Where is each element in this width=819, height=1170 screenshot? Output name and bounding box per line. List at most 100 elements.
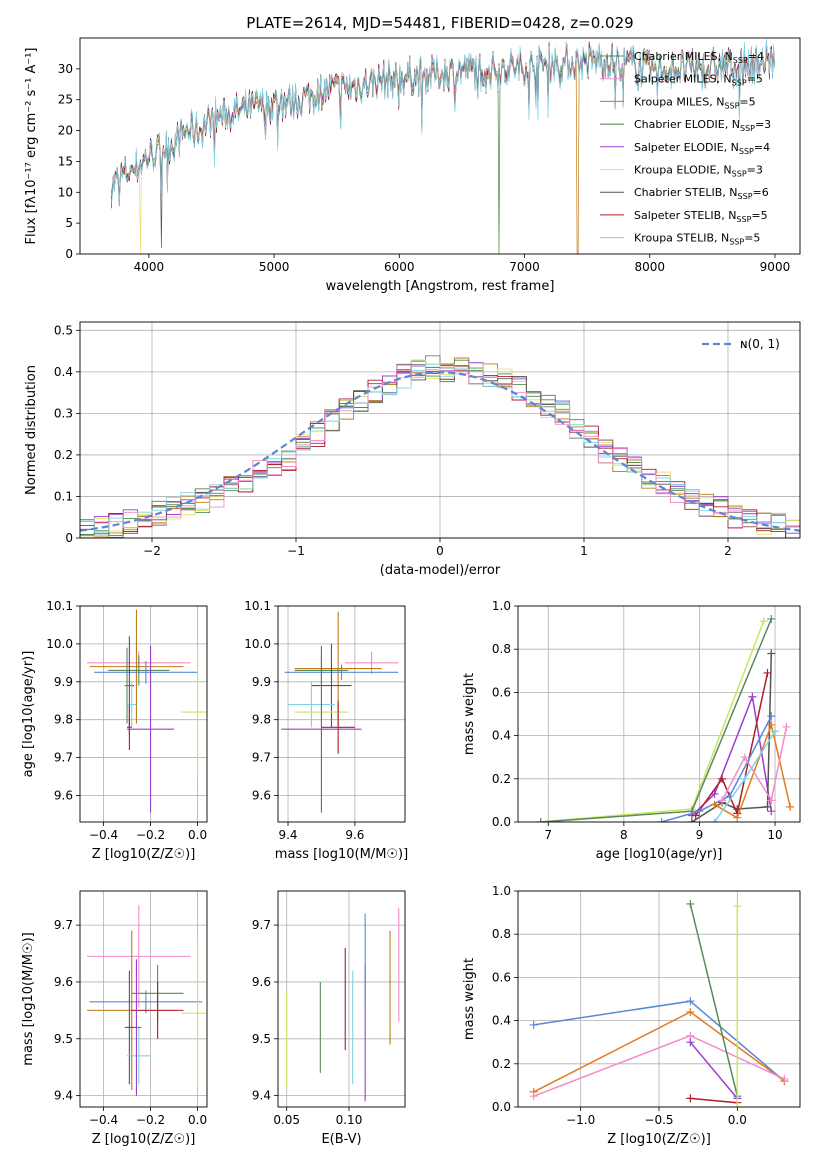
y-axis-label: age [log10(age/yr)] <box>21 651 36 778</box>
chart-panel-5: −0.4 −0.2 0.0 9.4 9.5 9.6 9.7 Z [log10(Z/Z☉)] ma… <box>21 890 208 1147</box>
plot-area <box>87 905 207 1096</box>
legend-entry: Kroupa STELIB, NSSP=5 <box>634 232 760 247</box>
y-tick-label: 9.6 <box>252 975 271 989</box>
weight-series-7 <box>721 726 788 803</box>
y-tick-label: 0.0 <box>492 1100 511 1114</box>
x-tick-label: 0.05 <box>273 1113 300 1127</box>
x-tick-label: 8 <box>620 828 628 842</box>
weight-marker <box>748 692 757 701</box>
legend-entry: Salpeter STELIB, NSSP=5 <box>634 209 768 224</box>
chart-panel-0: 4000 5000 6000 7000 8000 9000 0 5 10 15 20 25 30 wave… <box>24 37 801 294</box>
x-axis-label: Z [log10(Z/Z☉)] <box>92 1132 196 1147</box>
legend-entry: Kroupa ELODIE, NSSP=3 <box>634 164 763 179</box>
plot-area <box>110 39 775 254</box>
x-tick-label: −0.2 <box>136 828 165 842</box>
y-tick-label: 20 <box>58 124 73 138</box>
x-tick-label: 7 <box>544 828 552 842</box>
legend-entry: Chabrier MILES, NSSP=4 <box>634 50 764 65</box>
axes-frame <box>277 890 406 1108</box>
y-tick-label: 0.6 <box>492 685 511 699</box>
legend-entry: Chabrier ELODIE, NSSP=3 <box>634 118 771 133</box>
y-tick-label: 10.1 <box>46 599 73 613</box>
y-tick-label: 0.4 <box>54 365 73 379</box>
y-tick-label: 9.5 <box>54 1032 73 1046</box>
x-axis-label: (data-model)/error <box>380 563 501 578</box>
x-tick-label: −2 <box>143 544 161 558</box>
weight-marker <box>686 1007 695 1016</box>
y-tick-label: 0 <box>65 247 73 261</box>
y-tick-label: 0.4 <box>492 1014 511 1028</box>
chart-panel-6: 0.05 0.10 9.4 9.5 9.6 9.7 E(B-V) <box>252 890 406 1147</box>
axes-frame <box>79 321 801 539</box>
x-tick-label: −1 <box>287 544 305 558</box>
y-axis-label: mass [log10(M/M☉)] <box>21 932 36 1065</box>
x-tick-label: 2 <box>724 544 732 558</box>
weight-marker <box>695 807 704 816</box>
weight-marker <box>718 796 727 805</box>
y-axis-label: mass weight <box>462 958 477 1040</box>
weight-series-4 <box>689 1041 738 1099</box>
weight-marker <box>687 818 696 822</box>
y-tick-label: 9.6 <box>252 788 271 802</box>
x-tick-label: 0.0 <box>188 1113 207 1127</box>
x-axis-label: E(B-V) <box>321 1132 361 1147</box>
x-tick-label: 9.6 <box>345 828 364 842</box>
y-tick-label: 9.4 <box>252 1089 271 1103</box>
chart-panel-7: −1.0 −0.5 0.0 0.0 0.2 0.4 0.6 0.8 1.0 Z [log10(Z/… <box>462 884 801 1147</box>
y-tick-label: 10.0 <box>46 637 73 651</box>
y-tick-label: 9.7 <box>252 918 271 932</box>
y-tick-label: 10 <box>58 185 73 199</box>
weight-marker <box>710 818 719 822</box>
y-tick-label: 0.8 <box>492 642 511 656</box>
y-tick-label: 10.1 <box>244 599 271 613</box>
x-tick-label: 0.0 <box>728 1113 747 1127</box>
weight-marker <box>763 668 772 677</box>
legend-entry: Kroupa MILES, NSSP=5 <box>634 95 756 110</box>
plot-area <box>80 355 800 538</box>
x-axis-label: wavelength [Angstrom, rest frame] <box>326 279 555 294</box>
plot-area <box>286 908 400 1102</box>
x-tick-label: −0.2 <box>136 1113 165 1127</box>
y-tick-label: 0.1 <box>54 489 73 503</box>
plot-area <box>281 611 399 813</box>
x-tick-label: 0.0 <box>188 828 207 842</box>
weight-marker <box>767 796 776 805</box>
legend-entry: Salpeter ELODIE, NSSP=4 <box>634 141 770 156</box>
weight-marker <box>767 720 776 729</box>
weight-marker <box>686 1038 695 1047</box>
x-tick-label: 4000 <box>134 260 165 274</box>
y-axis-label: mass weight <box>462 673 477 755</box>
weight-marker <box>759 617 768 626</box>
axes-frame <box>79 37 801 255</box>
x-tick-label: 5000 <box>259 260 290 274</box>
chart-panel-1: −2 −1 0 1 2 0 0.1 0.2 0.3 0.4 0.5 (data-model)/erro… <box>24 321 801 578</box>
weight-marker <box>767 649 776 658</box>
x-tick-label: 8000 <box>634 260 665 274</box>
weight-series-3 <box>689 903 739 1097</box>
x-tick-label: −1.0 <box>566 1113 595 1127</box>
plot-area <box>87 609 207 813</box>
weight-marker <box>782 722 791 731</box>
spectrum-series-8 <box>110 39 775 206</box>
y-tick-label: 9.8 <box>54 713 73 727</box>
axes-frame <box>517 605 801 823</box>
figure-title: PLATE=2614, MJD=54481, FIBERID=0428, z=0… <box>246 14 633 32</box>
weight-marker <box>529 1020 538 1029</box>
y-tick-label: 9.7 <box>54 751 73 765</box>
plot-area <box>536 614 795 822</box>
weight-marker <box>733 1103 742 1107</box>
y-tick-label: 9.5 <box>252 1032 271 1046</box>
weight-marker <box>686 899 695 908</box>
x-tick-label: 1 <box>580 544 588 558</box>
y-tick-label: 10.0 <box>244 637 271 651</box>
y-tick-label: 30 <box>58 62 73 76</box>
weight-marker <box>686 997 695 1006</box>
legend: Chabrier MILES, NSSP=4 Salpeter MILES, NS… <box>600 50 771 247</box>
y-tick-label: 9.7 <box>252 751 271 765</box>
weight-marker <box>529 1092 538 1101</box>
weight-marker <box>536 818 545 822</box>
weight-marker <box>710 800 719 809</box>
weight-marker <box>718 774 727 783</box>
y-tick-label: 0.8 <box>492 927 511 941</box>
weight-marker <box>767 614 776 623</box>
